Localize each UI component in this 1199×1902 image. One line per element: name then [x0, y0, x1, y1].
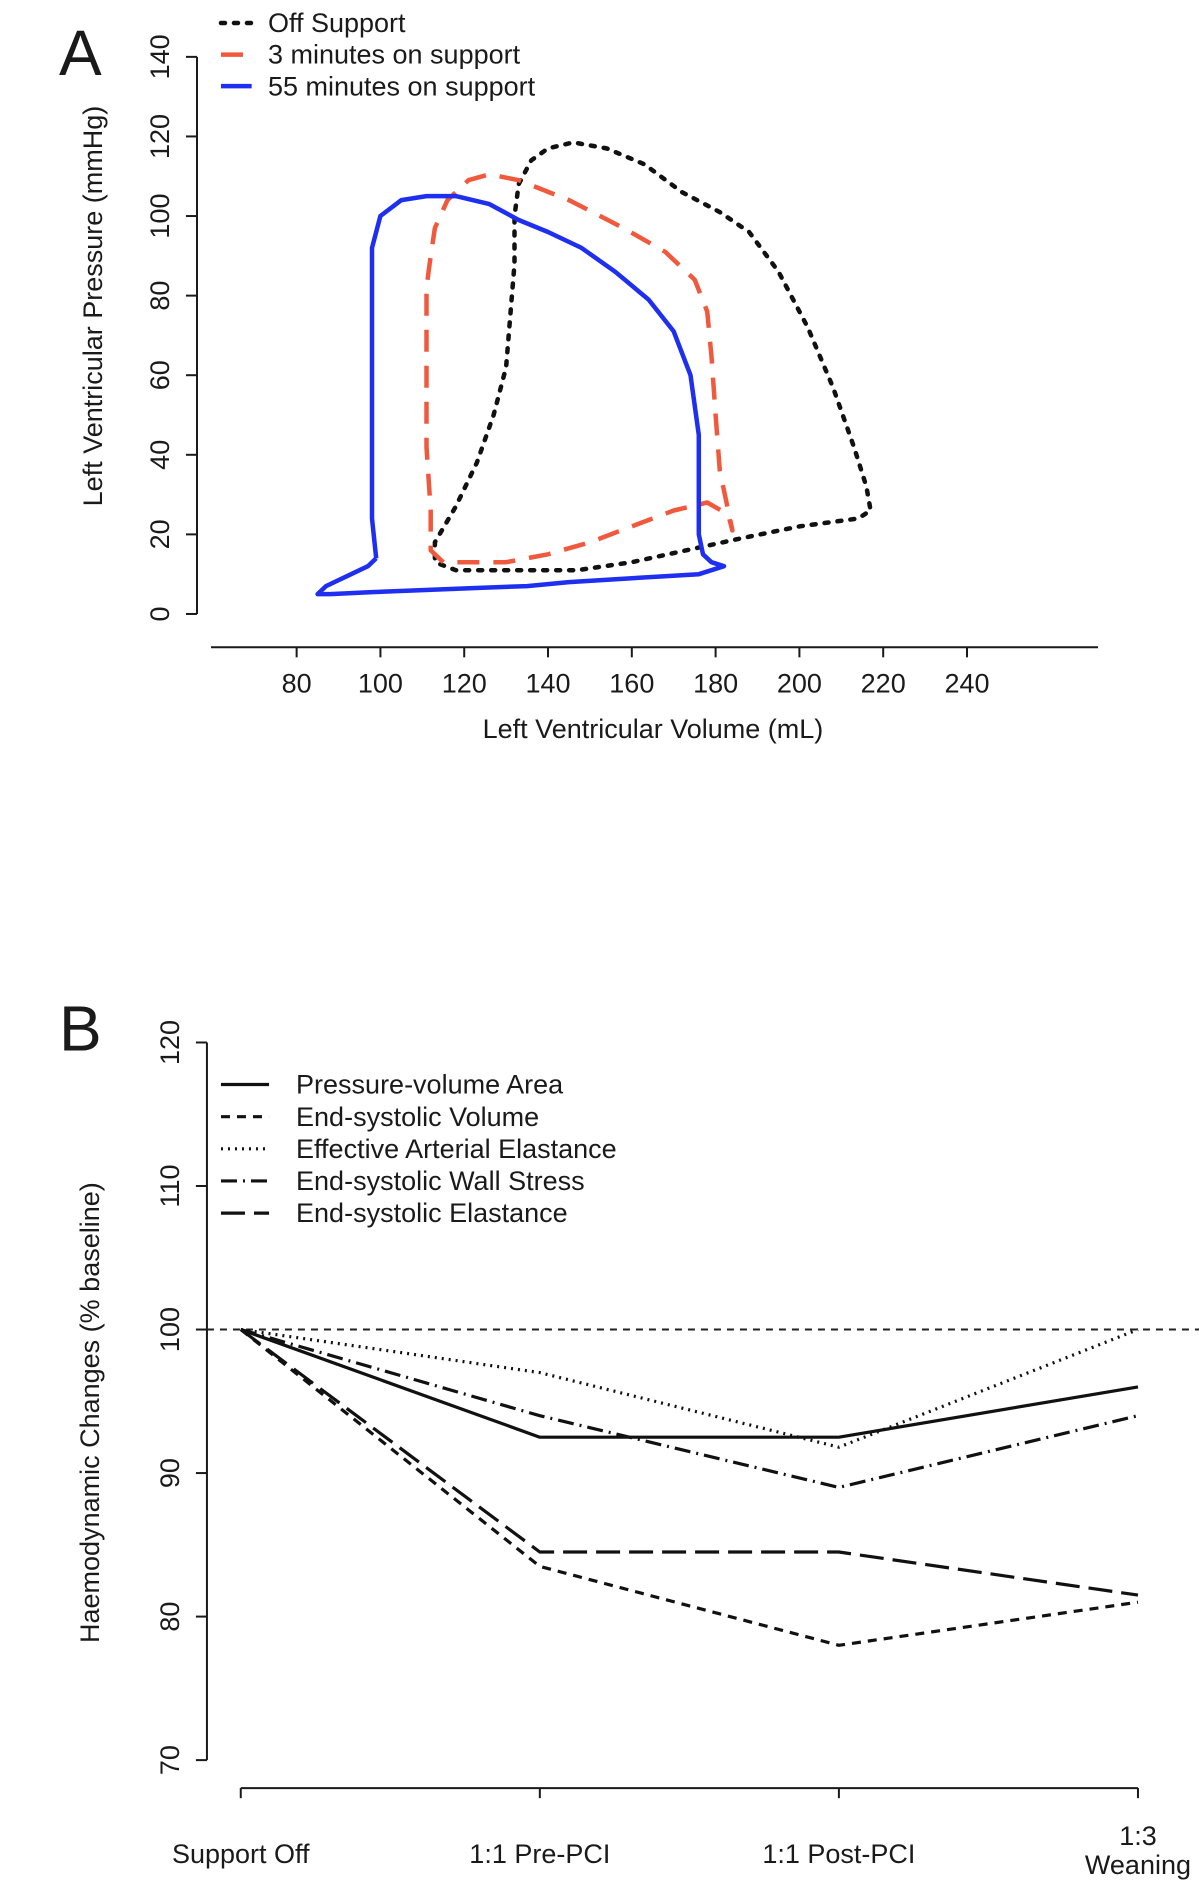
x-tick-label-line: Weaning: [1085, 1850, 1191, 1880]
y-tick-label: 70: [155, 1745, 185, 1775]
y-tick-label: 110: [155, 1164, 185, 1207]
x-tick-label: 240: [944, 668, 989, 698]
legend-label: Pressure-volume Area: [296, 1070, 564, 1100]
series-line-2: [424, 172, 735, 565]
y-tick-label: 100: [145, 194, 175, 239]
y-axis-title: Left Ventricular Pressure (mmHg): [78, 106, 108, 507]
legend-label: 55 minutes on support: [268, 71, 536, 101]
x-tick-label: 160: [609, 668, 654, 698]
x-tick-label-line: 1:1 Pre-PCI: [469, 1839, 610, 1869]
y-tick-label: 20: [145, 519, 175, 549]
x-tick-label: 200: [777, 668, 822, 698]
x-tick-label: 1:1 Pre-PCI: [469, 1839, 610, 1869]
legend-label: Off Support: [268, 8, 406, 38]
y-tick-label: 0: [145, 606, 175, 621]
series-line-5: [239, 1328, 1139, 1597]
legend-label: 3 minutes on support: [268, 40, 521, 70]
x-tick-label: 80: [282, 668, 312, 698]
y-tick-label: 80: [145, 281, 175, 311]
panel-b: B 70 80 90 100 110 120 Support Off 1:1 Pre-PCI 1:…: [59, 992, 1199, 1880]
x-axis-title: Left Ventricular Volume (mL): [483, 714, 824, 744]
y-tick-label: 140: [145, 34, 175, 79]
y-tick-label: 90: [155, 1458, 185, 1488]
x-tick-label: 1:3 Weaning: [1085, 1821, 1191, 1880]
y-tick-label: 120: [155, 1020, 185, 1065]
series-line-4: [240, 1327, 1139, 1489]
series-line-3: [315, 193, 727, 597]
panel-a: A 80 100 120 140 160 180 200 220 240 0 20 40 60 80 100 1…: [59, 8, 1099, 744]
series-line-3: [240, 1327, 1139, 1449]
legend-label: End-systolic Wall Stress: [296, 1166, 585, 1196]
x-tick-label: 120: [442, 668, 487, 698]
legend-label: Effective Arterial Elastance: [296, 1134, 617, 1164]
legend-label: End-systolic Volume: [296, 1102, 539, 1132]
y-tick-label: 120: [145, 114, 175, 159]
y-tick-label: 80: [155, 1602, 185, 1632]
y-tick-label: 40: [145, 440, 175, 470]
series-line-1: [240, 1327, 1139, 1439]
x-tick-label-line: 1:1 Post-PCI: [762, 1839, 915, 1869]
x-tick-label: 180: [693, 668, 738, 698]
panel-b-letter: B: [59, 992, 102, 1064]
panel-a-letter: A: [59, 17, 102, 89]
x-tick-label: Support Off: [172, 1839, 310, 1869]
x-tick-label: 100: [358, 668, 403, 698]
y-tick-label: 60: [145, 360, 175, 390]
series-line-1: [432, 140, 873, 573]
y-tick-label: 100: [155, 1307, 185, 1352]
x-tick-label: 1:1 Post-PCI: [762, 1839, 915, 1869]
x-tick-label: 220: [861, 668, 906, 698]
x-tick-label-line: 1:3: [1119, 1821, 1157, 1851]
y-axis-title: Haemodynamic Changes (% baseline): [75, 1182, 105, 1643]
x-tick-label-line: Support Off: [172, 1839, 310, 1869]
legend-label: End-systolic Elastance: [296, 1198, 568, 1228]
x-tick-label: 140: [525, 668, 570, 698]
series-line-2: [239, 1328, 1139, 1647]
